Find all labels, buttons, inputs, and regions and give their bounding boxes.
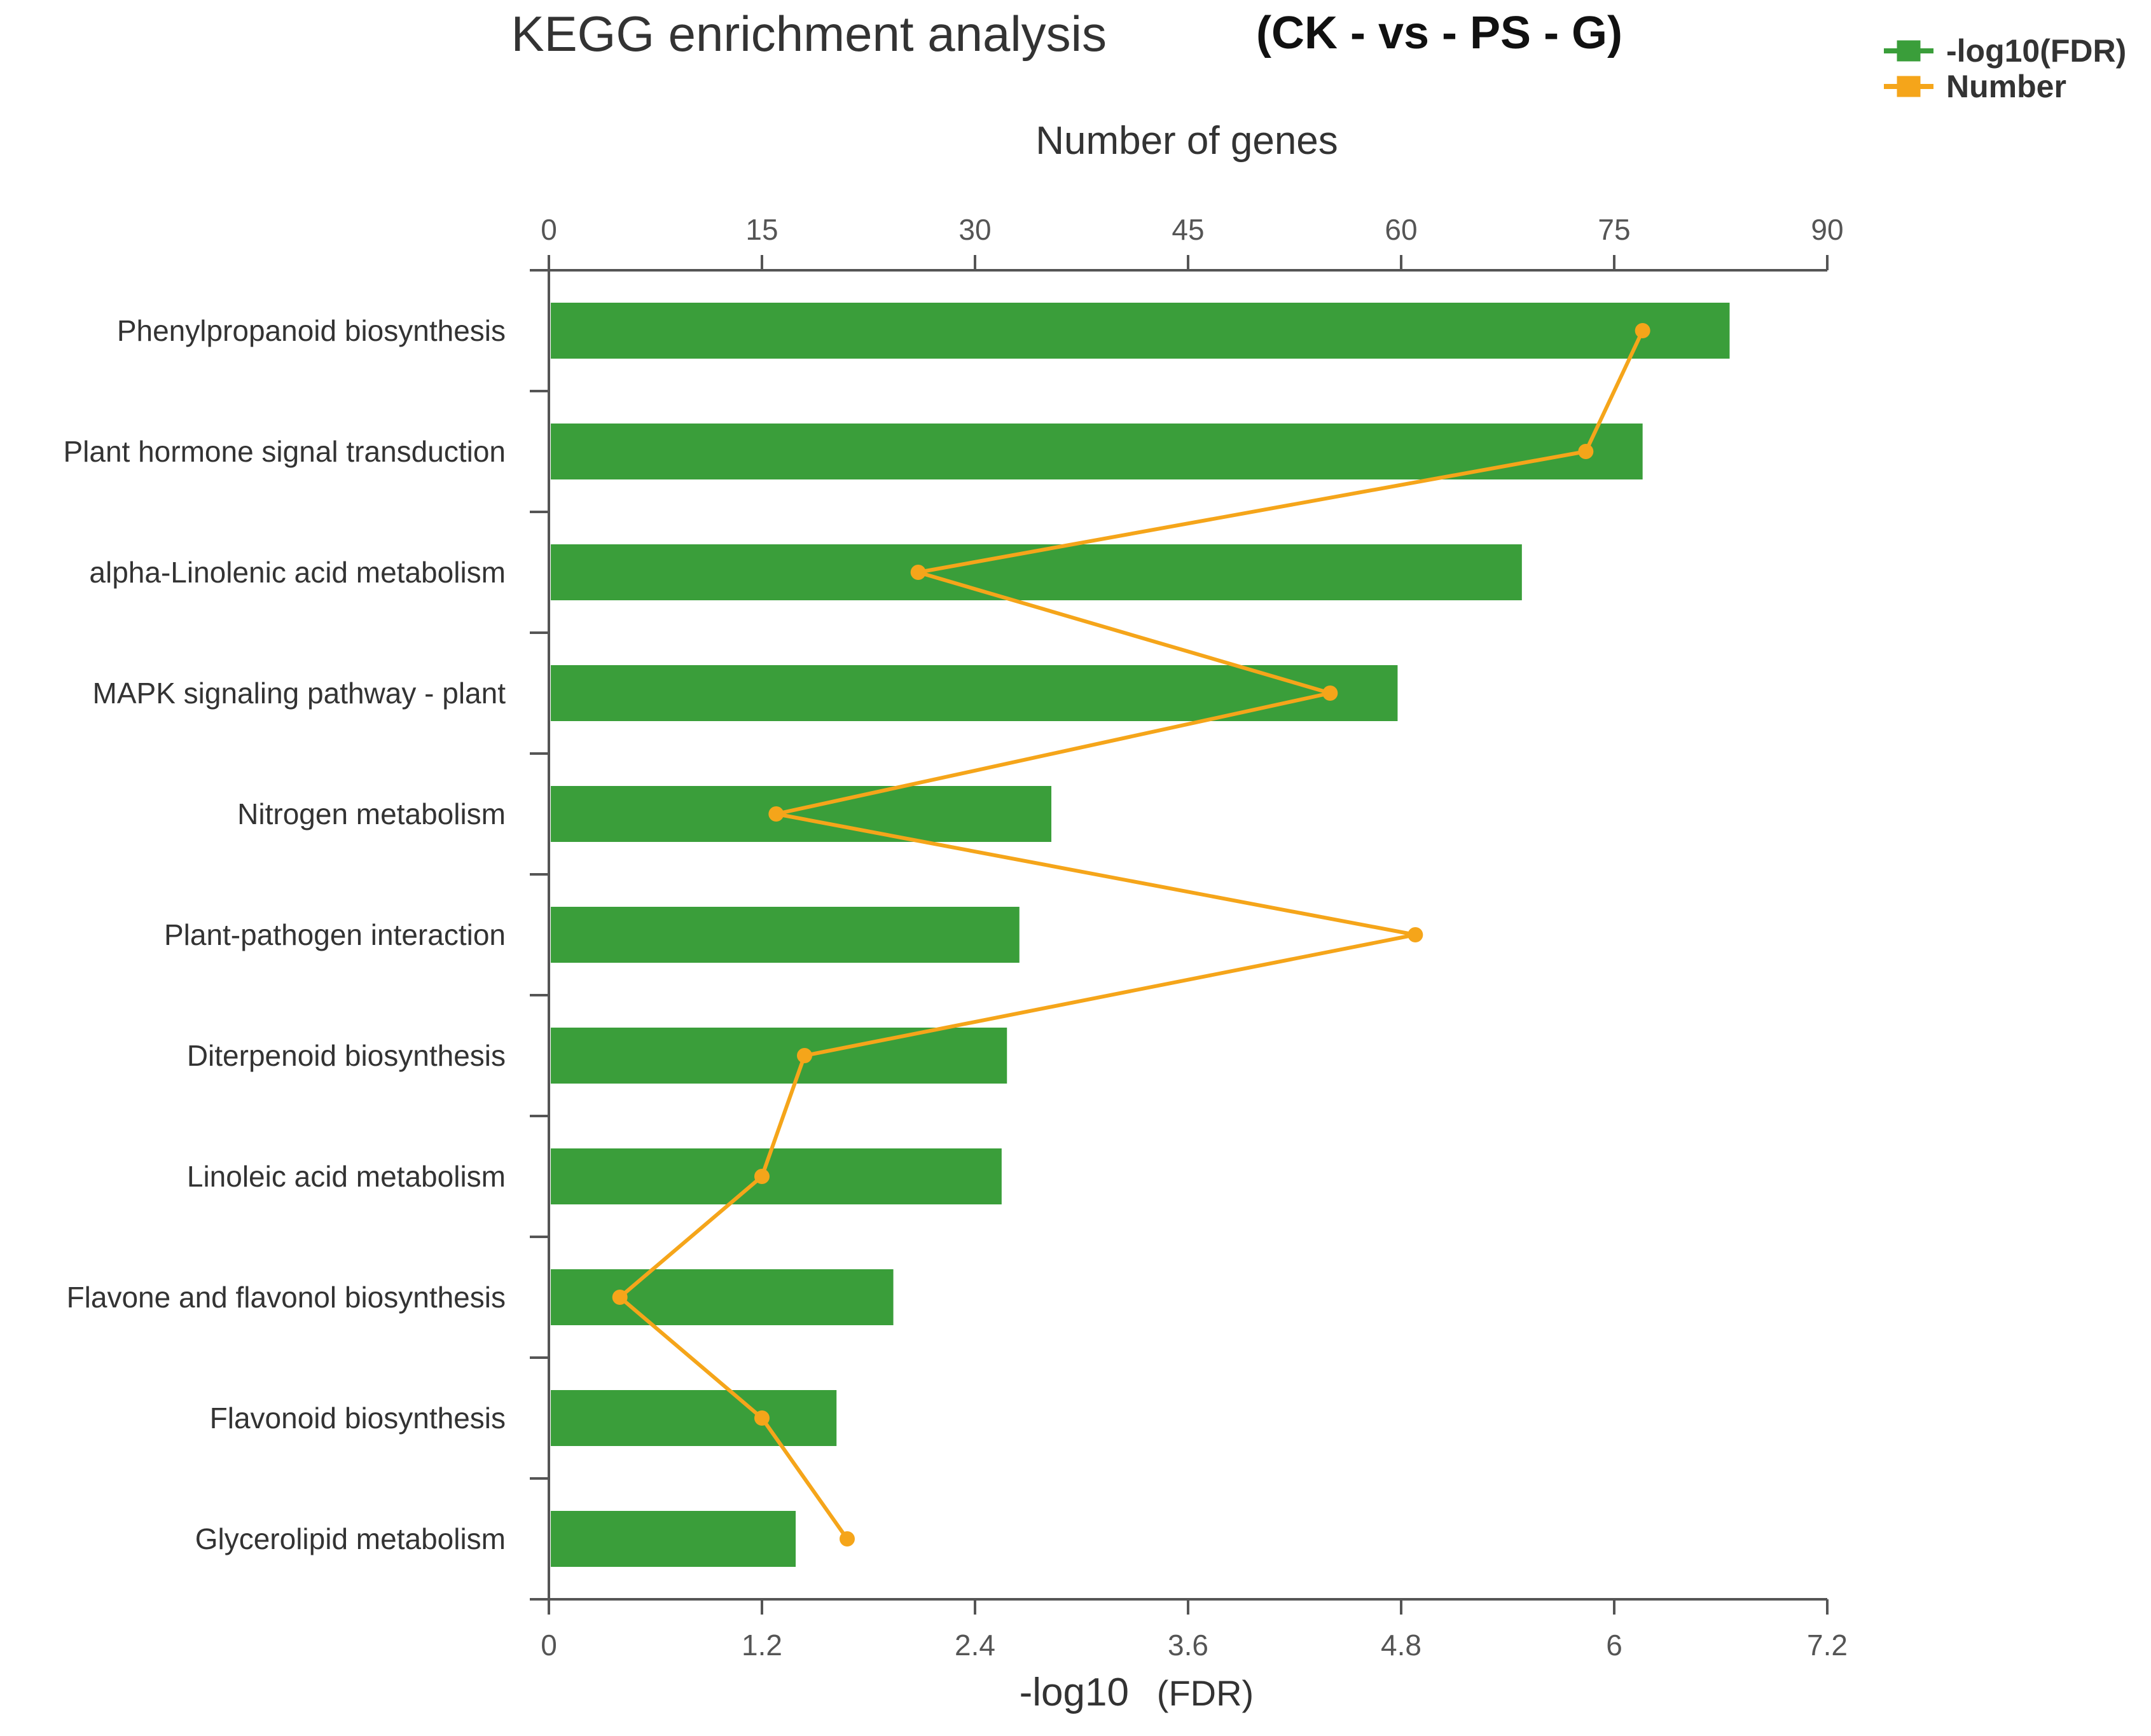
number-point: [1407, 927, 1423, 942]
top-tick-label: 60: [1385, 213, 1417, 246]
bottom-axis-title-suffix: (FDR): [1157, 1673, 1254, 1713]
number-point: [1635, 323, 1650, 338]
legend-swatch-number: [1897, 76, 1921, 97]
category-label: Linoleic acid metabolism: [187, 1160, 506, 1193]
fdr-bar: [551, 665, 1398, 721]
bottom-tick-label: 1.2: [742, 1629, 782, 1662]
bars: [551, 303, 1730, 1567]
fdr-bar: [551, 1028, 1007, 1084]
fdr-bar: [551, 1511, 796, 1567]
bottom-tick-label: 0: [541, 1629, 557, 1662]
bottom-tick-label: 2.4: [955, 1629, 995, 1662]
category-label: Plant-pathogen interaction: [164, 918, 506, 951]
fdr-bar: [551, 907, 1020, 963]
fdr-bar: [551, 544, 1522, 600]
fdr-bar: [551, 1390, 837, 1446]
top-axis-title: Number of genes: [1035, 119, 1338, 163]
number-line-series: [612, 323, 1650, 1547]
top-tick-label: 45: [1172, 213, 1204, 246]
category-label: Glycerolipid metabolism: [195, 1522, 506, 1555]
number-point: [768, 806, 784, 822]
number-point: [754, 1410, 770, 1426]
number-point: [754, 1169, 770, 1184]
number-point: [797, 1048, 812, 1063]
top-tick-label: 0: [541, 213, 557, 246]
legend-item-fdr: -log10(FDR): [1884, 33, 2126, 69]
bottom-ticks: 0 1.2 2.4 3.6 4.8 6 7.2: [541, 1599, 1848, 1662]
fdr-bar: [551, 786, 1052, 842]
top-tick-label: 30: [958, 213, 991, 246]
fdr-bar: [551, 1269, 894, 1325]
top-tick-label: 75: [1598, 213, 1630, 246]
top-tick-label: 90: [1811, 213, 1843, 246]
category-ticks: [530, 390, 549, 1480]
fdr-bar: [551, 424, 1643, 479]
number-point: [840, 1531, 855, 1547]
number-point: [1578, 444, 1594, 459]
category-label: Phenylpropanoid biosynthesis: [117, 314, 506, 347]
legend-item-number: Number: [1884, 69, 2066, 104]
fdr-bar: [551, 303, 1730, 359]
category-label: Flavonoid biosynthesis: [210, 1402, 506, 1435]
legend-label-number: Number: [1946, 69, 2066, 104]
category-label: alpha-Linolenic acid metabolism: [89, 556, 506, 589]
chart-title: KEGG enrichment analysis: [511, 6, 1107, 62]
fdr-bar: [551, 1148, 1002, 1204]
bottom-tick-label: 4.8: [1381, 1629, 1421, 1662]
category-labels: Phenylpropanoid biosynthesis Plant hormon…: [63, 314, 506, 1555]
number-point: [1322, 685, 1338, 701]
top-ticks: 0 15 30 45 60 75 90: [541, 213, 1844, 270]
category-label: Plant hormone signal transduction: [63, 435, 506, 468]
bottom-axis-title: -log10: [1020, 1671, 1129, 1714]
bottom-tick-label: 3.6: [1168, 1629, 1208, 1662]
legend: -log10(FDR) Number: [1884, 33, 2126, 104]
chart-subtitle: (CK - vs - PS - G): [1256, 8, 1622, 59]
number-point: [910, 565, 926, 580]
bottom-tick-label: 6: [1606, 1629, 1622, 1662]
bottom-tick-label: 7.2: [1807, 1629, 1848, 1662]
legend-label-fdr: -log10(FDR): [1946, 33, 2126, 69]
number-point: [612, 1290, 628, 1305]
category-label: Nitrogen metabolism: [237, 797, 506, 830]
category-label: MAPK signaling pathway - plant: [93, 677, 506, 710]
category-label: Flavone and flavonol biosynthesis: [67, 1281, 506, 1314]
top-tick-label: 15: [745, 213, 778, 246]
legend-swatch-fdr: [1897, 40, 1921, 62]
category-label: Diterpenoid biosynthesis: [187, 1039, 506, 1072]
